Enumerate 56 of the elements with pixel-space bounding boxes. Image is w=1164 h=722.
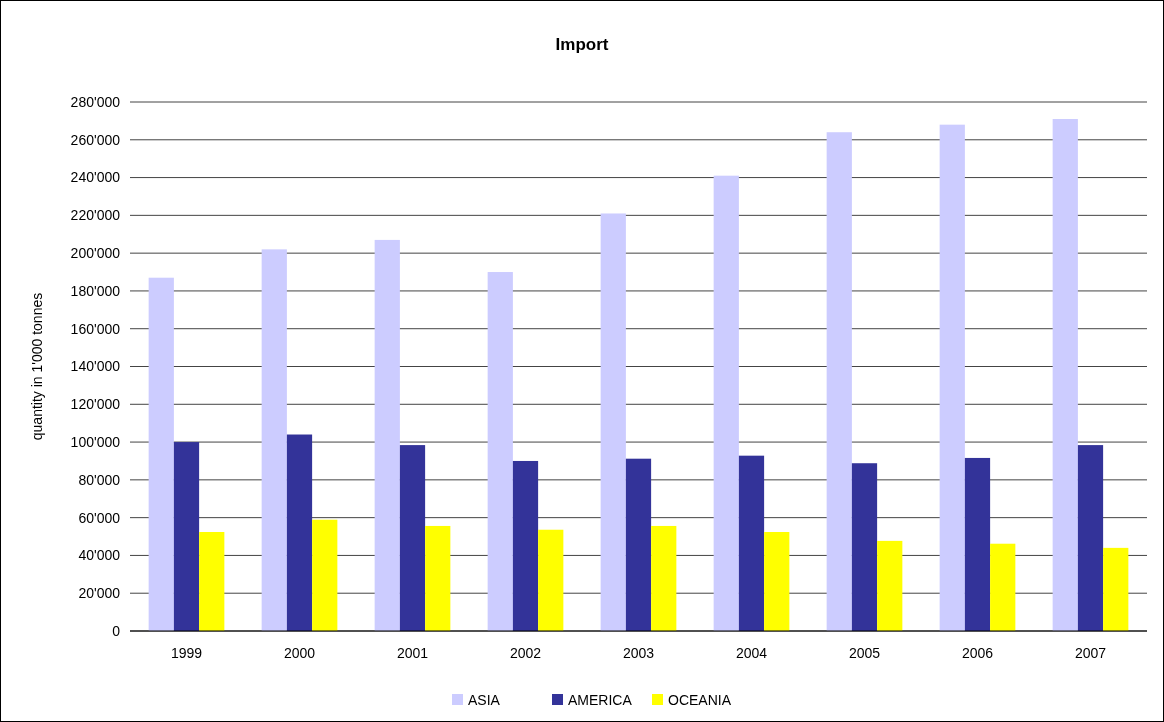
bar <box>425 525 451 631</box>
x-tick-label: 2004 <box>735 645 768 661</box>
bar <box>374 239 400 631</box>
bar <box>851 463 878 631</box>
x-tick-label: 2001 <box>396 645 429 661</box>
bar <box>1052 119 1078 631</box>
bar <box>512 460 539 631</box>
bar <box>738 455 765 631</box>
y-tick-label: 160'000 <box>70 320 121 337</box>
y-tick-label: 80'000 <box>78 471 121 488</box>
bar <box>764 532 790 631</box>
y-tick-label: 180'000 <box>70 282 121 299</box>
legend-label: ASIA <box>468 691 501 708</box>
bar <box>939 124 965 631</box>
bar <box>600 213 626 631</box>
x-tick-label: 2002 <box>509 645 542 661</box>
bar <box>199 532 225 631</box>
bar <box>1077 445 1104 631</box>
legend-label: OCEANIA <box>668 691 732 708</box>
bar <box>173 442 200 631</box>
x-tick-label: 2000 <box>283 645 316 661</box>
x-tick-label: 2007 <box>1074 645 1107 661</box>
y-tick-label: 100'000 <box>70 433 121 450</box>
bar <box>399 445 426 631</box>
bar <box>625 458 652 631</box>
y-tick-label: 280'000 <box>70 93 121 110</box>
legend-label: AMERICA <box>568 691 633 708</box>
bar <box>538 529 564 631</box>
x-tick-label: 1999 <box>170 645 203 661</box>
bar <box>312 519 338 631</box>
y-tick-label: 140'000 <box>70 358 121 375</box>
bar <box>1103 547 1129 631</box>
y-tick-label: 240'000 <box>70 169 121 186</box>
y-tick-label: 120'000 <box>70 396 121 413</box>
bar <box>286 434 313 631</box>
bar <box>713 175 739 631</box>
chart-title: Import <box>555 35 609 54</box>
bar <box>148 277 174 631</box>
x-tick-label: 2006 <box>961 645 994 661</box>
bar <box>261 249 287 631</box>
y-axis-title: quantity in 1'000 tonnes <box>29 292 45 441</box>
x-tick-label: 2003 <box>622 645 655 661</box>
bar <box>964 457 991 631</box>
y-tick-label: 40'000 <box>78 547 121 564</box>
bar <box>651 525 677 631</box>
y-tick-label: 200'000 <box>70 245 121 262</box>
y-tick-label: 220'000 <box>70 207 121 224</box>
x-tick-label: 2005 <box>848 645 881 661</box>
bar <box>877 540 903 631</box>
y-tick-label: 60'000 <box>78 509 121 526</box>
y-tick-label: 260'000 <box>70 131 121 148</box>
y-tick-label: 20'000 <box>78 585 121 602</box>
y-tick-label: 0 <box>112 622 121 639</box>
bar <box>990 543 1016 631</box>
bar <box>487 272 513 631</box>
bar <box>826 132 852 631</box>
